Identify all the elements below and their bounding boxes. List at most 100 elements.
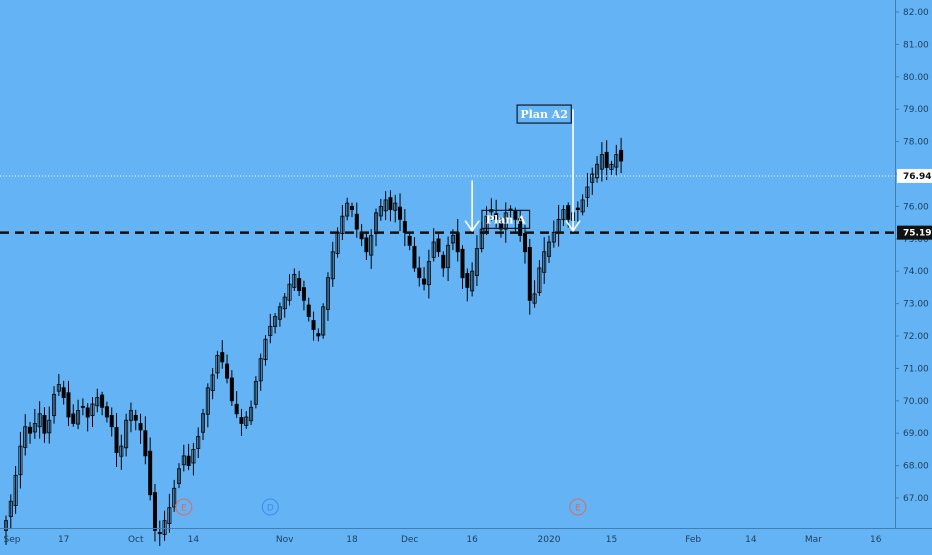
candle — [609, 160, 614, 175]
candle-body — [215, 355, 220, 374]
candle-body — [66, 392, 71, 418]
y-tick-label: 70.00 — [903, 397, 929, 407]
candle — [378, 198, 383, 221]
x-tick-label: 2020 — [538, 535, 561, 545]
candle-body — [551, 231, 556, 243]
candle — [287, 274, 292, 306]
candle — [37, 401, 42, 439]
x-tick-label: Mar — [805, 535, 822, 545]
candle-body — [369, 235, 374, 256]
candle — [239, 408, 244, 436]
candle — [619, 137, 624, 174]
candle — [138, 413, 143, 444]
candle-body — [18, 445, 23, 476]
candle — [316, 328, 321, 342]
candle — [61, 380, 66, 405]
candle — [273, 313, 278, 334]
event-marker-letter: E — [575, 504, 581, 514]
candle — [532, 280, 537, 308]
candle-body — [364, 237, 369, 253]
candle-body — [580, 199, 585, 213]
candle-body — [287, 283, 292, 301]
candle-body — [162, 520, 167, 535]
candle-body — [398, 206, 403, 220]
candle-body — [61, 387, 66, 398]
event-marker-letter: E — [181, 504, 187, 514]
event-marker-icon[interactable]: E — [569, 498, 587, 516]
candle — [172, 479, 177, 512]
candle-body — [316, 333, 321, 337]
candle — [157, 520, 162, 546]
candle-body — [575, 207, 580, 211]
candle-body — [234, 403, 239, 415]
candle — [349, 202, 354, 218]
candle — [205, 383, 210, 428]
x-tick-label: 14 — [188, 535, 200, 545]
plan-label-text: Plan A — [486, 213, 526, 226]
candle-body — [56, 384, 61, 392]
candle-body — [595, 163, 600, 179]
candle-body — [167, 507, 172, 524]
candle-body — [465, 273, 470, 288]
candle-body — [186, 455, 191, 467]
x-tick-label: 16 — [870, 535, 882, 545]
candle — [4, 515, 9, 545]
y-tick-label: 69.00 — [903, 429, 929, 439]
candle — [551, 220, 556, 248]
candle — [340, 205, 345, 240]
candle — [446, 236, 451, 282]
candle-body — [311, 320, 316, 330]
candle-body — [388, 197, 393, 211]
candle-body — [90, 403, 95, 416]
candle-body — [114, 427, 119, 454]
candle-body — [393, 202, 398, 211]
y-tick-label: 68.00 — [903, 462, 929, 472]
y-tick-label: 67.00 — [903, 494, 929, 504]
candle — [244, 411, 249, 429]
price-tag-label: 75.19 — [903, 229, 931, 239]
candle-body — [561, 209, 566, 221]
y-tick-label: 73.00 — [903, 300, 929, 310]
event-marker-letter: D — [267, 504, 274, 514]
candle — [383, 191, 388, 221]
candle — [253, 376, 258, 409]
candle-body — [52, 393, 57, 417]
candle — [8, 494, 13, 530]
candle — [580, 194, 585, 216]
candle-body — [518, 218, 523, 236]
candle — [470, 262, 475, 297]
candle — [76, 399, 81, 430]
event-marker-icon[interactable]: D — [261, 498, 279, 516]
candle — [18, 431, 23, 489]
price-tag: 75.19 — [897, 225, 932, 240]
candle — [100, 391, 105, 416]
candle — [297, 270, 302, 297]
x-tick-label: 17 — [58, 535, 69, 545]
event-marker-circle — [175, 498, 193, 516]
event-marker-icon[interactable]: E — [175, 498, 193, 516]
candle — [498, 217, 503, 238]
price-tags-group: 76.94 75.19 — [897, 168, 932, 240]
candle — [13, 465, 18, 514]
candle-body — [47, 419, 52, 434]
plan-annotation[interactable]: Plan A — [464, 180, 531, 233]
candle-body — [446, 244, 451, 269]
candle — [369, 229, 374, 269]
candle-body — [484, 215, 489, 232]
candle-body — [85, 407, 90, 418]
plan-label-box — [481, 209, 531, 229]
candle-body — [42, 415, 47, 434]
candle-body — [104, 406, 109, 418]
candle-body — [340, 215, 345, 235]
candle — [104, 401, 109, 423]
candle — [215, 350, 220, 379]
candle-body — [13, 474, 18, 506]
candle — [268, 313, 273, 344]
plan-annotation[interactable]: Plan A2 — [516, 104, 581, 233]
candle — [176, 463, 181, 489]
candle-body — [422, 278, 427, 285]
candle — [345, 197, 350, 221]
candle — [537, 260, 542, 296]
